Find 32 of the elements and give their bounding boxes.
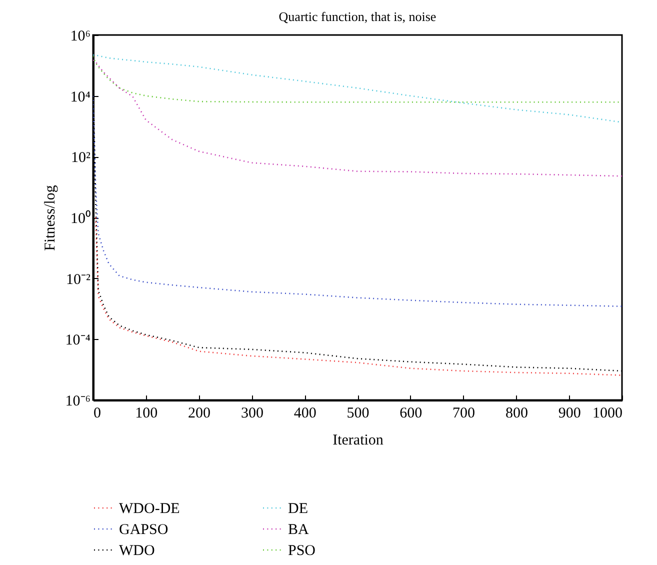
y-tick-label: 10² [71, 150, 91, 166]
x-tick-label: 700 [452, 406, 476, 422]
legend-label: WDO [119, 543, 155, 559]
x-tick-label: 300 [240, 406, 264, 422]
line-series [93, 54, 622, 123]
y-tick-label: 10⁻⁶ [65, 394, 90, 410]
chart-title: Quartic function, that is, noise [278, 9, 436, 24]
line-series [93, 95, 622, 307]
x-tick-label: 1000 [592, 406, 622, 422]
x-tick-label: 900 [558, 406, 581, 422]
line-series [94, 216, 622, 376]
legend-label: BA [288, 522, 310, 538]
legend-label: DE [288, 501, 308, 517]
legend-label: GAPSO [119, 522, 168, 538]
x-tick-label: 400 [294, 406, 316, 422]
x-axis-title: Iteration [332, 432, 384, 448]
x-tick-label: 200 [188, 406, 211, 422]
y-tick-label: 10⁻² [66, 272, 91, 288]
line-series [93, 59, 622, 177]
x-tick-label: 800 [505, 406, 528, 422]
x-tick-label: 500 [346, 406, 370, 422]
y-tick-label: 10⁻⁴ [65, 332, 90, 349]
line-series [93, 56, 622, 103]
y-tick-label: 10⁶ [70, 28, 90, 44]
legend-label: WDO-DE [119, 501, 180, 517]
y-tick-label: 10⁰ [70, 210, 90, 227]
legend-label: PSO [288, 543, 316, 559]
x-tick-label: 100 [135, 406, 158, 422]
y-axis-title: Fitness/log [42, 184, 58, 251]
x-tick-label: 600 [400, 406, 422, 422]
y-tick-label: 10⁴ [70, 89, 90, 106]
x-tick-label: 0 [94, 406, 101, 422]
